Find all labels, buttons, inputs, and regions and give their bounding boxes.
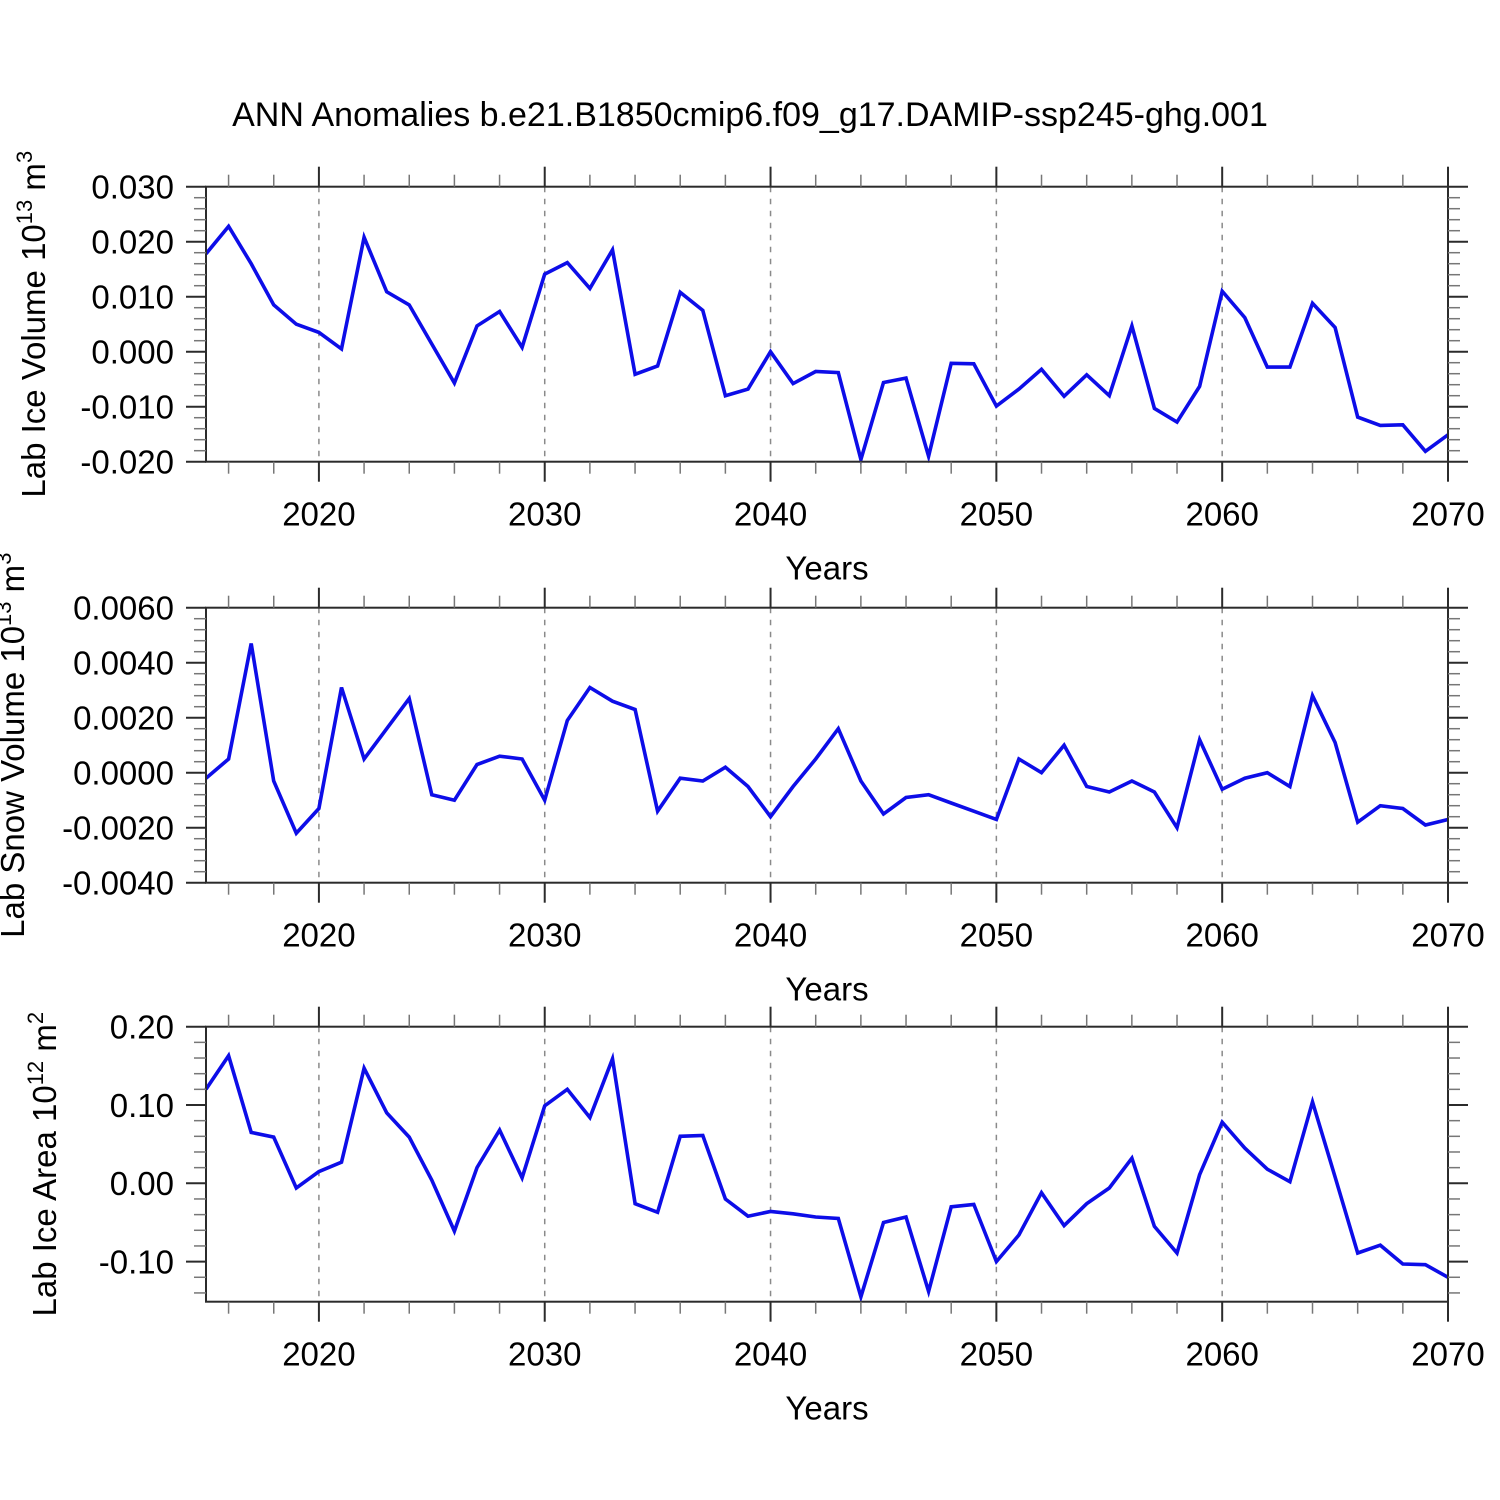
y-tick-label: 0.10 [110, 1087, 174, 1124]
tick-marks [186, 1006, 1468, 1322]
x-tick-labels: 2020 2030 2040 2050 2060 2070 [282, 917, 1485, 954]
x-tick-label: 2030 [508, 1336, 581, 1373]
y-tick-labels: 0.20 0.10 0.00 -0.10 [99, 1009, 174, 1281]
y-tick-label: -0.010 [80, 389, 174, 426]
x-tick-label: 2020 [282, 917, 355, 954]
x-tick-label: 2040 [734, 1336, 807, 1373]
x-tick-label: 2050 [960, 496, 1033, 533]
y-tick-label: -0.10 [99, 1243, 174, 1280]
plot-frame [205, 185, 1449, 463]
plot-frame [205, 606, 1449, 884]
x-tick-label: 2060 [1185, 1336, 1258, 1373]
y-tick-label: 0.010 [91, 279, 174, 316]
x-tick-label: 2030 [508, 917, 581, 954]
x-tick-label: 2030 [508, 496, 581, 533]
x-tick-label: 2060 [1185, 917, 1258, 954]
y-tick-labels: 0.030 0.020 0.010 0.000 -0.010 -0.020 [80, 169, 174, 481]
y-tick-labels: 0.0060 0.0040 0.0020 0.0000 -0.0020 -0.0040 [62, 590, 174, 902]
y-tick-label: 0.020 [91, 224, 174, 261]
panel-lab-ice-area: 2020 2030 2040 2050 2060 2070 Years 0.20 0.10 0.0… [23, 1006, 1485, 1427]
panel-lab-snow-volume: 2020 2030 2040 2050 2060 2070 Years 0.0060 0.004… [0, 553, 1485, 1008]
y-axis-title-lab-ice-area: Lab Ice Area 1012 m2 [23, 1012, 63, 1317]
x-tick-label: 2070 [1411, 917, 1484, 954]
x-tick-label: 2050 [960, 1336, 1033, 1373]
y-axis-title-lab-ice-volume: Lab Ice Volume 1013 m3 [12, 151, 52, 498]
x-tick-label: 2050 [960, 917, 1033, 954]
y-tick-label: 0.00 [110, 1165, 174, 1202]
tick-marks [186, 587, 1468, 903]
y-tick-label: 0.030 [91, 169, 174, 206]
x-tick-labels: 2020 2030 2040 2050 2060 2070 [282, 1336, 1485, 1373]
y-tick-label: 0.0000 [73, 755, 174, 792]
y-tick-label: 0.20 [110, 1009, 174, 1046]
y-tick-label: -0.0040 [62, 865, 174, 902]
y-tick-label: 0.0060 [73, 590, 174, 627]
lab-snow-volume-line [204, 643, 1449, 837]
chart-title: ANN Anomalies b.e21.B1850cmip6.f09_g17.D… [232, 96, 1268, 134]
lab-ice-area-line [204, 1051, 1449, 1304]
lab-ice-volume-line [204, 223, 1450, 467]
x-tick-label: 2020 [282, 1336, 355, 1373]
plot-frame [205, 1025, 1449, 1303]
x-tick-label: 2070 [1411, 1336, 1484, 1373]
x-tick-label: 2020 [282, 496, 355, 533]
y-tick-label: 0.0040 [73, 645, 174, 682]
x-axis-title: Years [785, 550, 868, 587]
x-tick-label: 2040 [734, 496, 807, 533]
y-axis-title-lab-snow-volume: Lab Snow Volume 1013 m3 [0, 553, 31, 938]
y-tick-label: -0.0020 [62, 810, 174, 847]
tick-marks [186, 166, 1468, 482]
x-axis-title: Years [785, 1390, 868, 1427]
x-tick-labels: 2020 2030 2040 2050 2060 2070 [282, 496, 1485, 533]
y-tick-label: 0.000 [91, 334, 174, 371]
x-tick-label: 2040 [734, 917, 807, 954]
x-tick-label: 2070 [1411, 496, 1484, 533]
panel-lab-ice-volume: 2020 2030 2040 2050 2060 2070Years0.0300.0200… [12, 151, 1485, 587]
x-tick-label: 2060 [1185, 496, 1258, 533]
x-axis-title: Years [785, 971, 868, 1008]
y-tick-label: -0.020 [80, 444, 174, 481]
y-tick-label: 0.0020 [73, 700, 174, 737]
